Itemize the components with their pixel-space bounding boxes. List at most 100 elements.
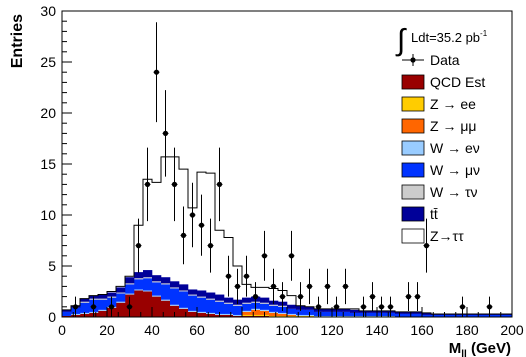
data-point (72, 304, 79, 310)
stack-bar-wtaunu (134, 278, 144, 280)
stack-bar-wenu (152, 295, 162, 297)
stack-bar-wtaunu (224, 302, 234, 304)
stack-bar-zmumu (251, 309, 261, 315)
data-point (486, 304, 493, 310)
stack-bar-qcd (233, 315, 243, 317)
stack-bar-ttbar (449, 313, 459, 315)
legend-marker-wenu (401, 140, 425, 156)
stack-bar-wenu (170, 304, 180, 306)
stack-bar-wmunu (161, 284, 171, 300)
stack-bar-wmunu (269, 305, 279, 312)
legend-label-ttbar: tt̄ (430, 206, 438, 222)
integral-sign: ∫ (395, 24, 407, 57)
stack-bar-qcd (197, 312, 207, 317)
stack-bar-wmunu (368, 312, 378, 316)
x-tick-label: 120 (320, 322, 344, 338)
stack-bar-wmunu (134, 279, 144, 290)
stack-bar-ttbar (224, 297, 234, 303)
stack-bar-wmunu (287, 308, 297, 314)
stack-bar-ttbar (80, 298, 90, 302)
stack-bar-qcd (206, 313, 216, 317)
stack-bar-ttbar (215, 294, 225, 301)
stack-bar-qcd (224, 314, 234, 317)
y-axis-label: Entries (9, 14, 26, 68)
legend: ∫ Ldt=35.2 pb-1 Data QCD Est Z → ee Z → μμ W… (395, 24, 488, 244)
stack-bar-ttbar (116, 287, 126, 293)
stack-bar-wtaunu (116, 292, 126, 294)
legend-marker-qcd (401, 74, 425, 90)
stack-bar-wmunu (476, 314, 486, 317)
stack-bar-wenu (233, 314, 243, 316)
stack-bar-ttbar (98, 294, 108, 299)
legend-marker-zmumu (401, 118, 425, 134)
data-point (297, 294, 304, 300)
stack-bar-wtaunu (269, 304, 279, 306)
stack-bar-qcd (152, 296, 162, 317)
legend-label-wtaunu: W → τν (430, 184, 478, 200)
ticks-layer: 0 20 40 60 80 100 120 140 160 180 200 0 5 10 15 20 25 30 (40, 3, 523, 338)
stack-bar-wmunu (98, 299, 108, 310)
stack-bar-qcd (134, 290, 144, 317)
stack-bar-wtaunu (188, 294, 198, 296)
data-point (270, 283, 277, 289)
stack-bar-ttbar (404, 311, 414, 314)
stack-bar-wenu (116, 301, 126, 303)
x-tick-label: 160 (410, 322, 434, 338)
data-point (144, 181, 151, 187)
legend-label-zmumu: Z → μμ (430, 118, 476, 134)
stack-bar-wenu (296, 314, 306, 316)
stack-bar-ttbar (242, 297, 252, 303)
stack-bar-wenu (134, 289, 144, 291)
stack-bar-zmumu (287, 314, 297, 316)
luminosity-label-sup: -1 (480, 29, 488, 38)
x-axis-label-unit: (GeV) (467, 340, 511, 357)
stack-bar-wenu (206, 312, 216, 314)
stack-bar-ttbar (422, 312, 432, 315)
stack-bar-wmunu (233, 305, 243, 315)
stack-bar-ttbar (287, 304, 297, 309)
stack-bar-qcd (98, 310, 108, 317)
stack-bar-ttbar (431, 313, 441, 315)
stack-bar-wmunu (413, 313, 423, 317)
stack-bar-wmunu (179, 291, 189, 308)
stack-bar-qcd (188, 311, 198, 317)
stack-bar-wenu (197, 311, 207, 313)
stack-bar-wenu (323, 315, 333, 317)
stack-bar-qcd (242, 315, 252, 317)
stack-bar-qcd (179, 308, 189, 317)
y-tick-label: 30 (40, 3, 56, 19)
stack-bar-ttbar (305, 306, 315, 310)
stack-bar-ttbar (503, 313, 513, 315)
stack-bar-ttbar (350, 309, 360, 313)
stack-bar-ttbar (476, 313, 486, 315)
data-point (171, 181, 178, 187)
y-tick-label: 5 (48, 258, 56, 274)
legend-label-ztautau: Z→ττ (430, 228, 464, 244)
stack-bar-wtaunu (152, 281, 162, 283)
stack-bar-wtaunu (125, 283, 135, 285)
stack-bar-wmunu (296, 309, 306, 315)
stack-bar-ttbar (188, 289, 198, 295)
data-point (198, 222, 205, 228)
stack-bar-qcd (170, 305, 180, 317)
stack-bar-ttbar (368, 310, 378, 313)
legend-items: Data QCD Est Z → ee Z → μμ W → eν W → μν W → τ… (401, 52, 485, 244)
data-point (324, 283, 331, 289)
data-point (225, 273, 232, 279)
data-point (126, 304, 133, 310)
data-point (261, 253, 268, 259)
stack-bar-wenu (98, 309, 108, 311)
stack-bar-wmunu (341, 311, 351, 316)
stack-bar-wmunu (80, 302, 90, 313)
data-point (243, 273, 250, 279)
data-point (315, 304, 322, 310)
data-point (387, 304, 394, 310)
legend-label-qcd: QCD Est (430, 74, 485, 90)
data-point (333, 304, 340, 310)
stack-bar-ttbar (107, 292, 117, 297)
x-tick-label: 60 (189, 322, 205, 338)
stack-bar-wtaunu (161, 283, 171, 285)
stack-bar-wtaunu (80, 301, 90, 303)
data-point (180, 232, 187, 238)
stack-bar-zmumu (242, 311, 252, 315)
